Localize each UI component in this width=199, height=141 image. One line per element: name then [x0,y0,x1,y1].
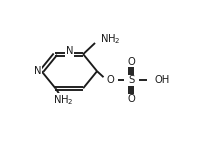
Text: O: O [107,75,114,85]
Text: O: O [127,57,135,67]
Text: N: N [34,66,42,76]
Text: S: S [128,75,134,85]
Text: O: O [127,94,135,104]
Text: NH$_2$: NH$_2$ [53,93,73,107]
Text: OH: OH [154,75,170,85]
Text: NH$_2$: NH$_2$ [100,32,121,46]
Text: N: N [65,46,73,56]
